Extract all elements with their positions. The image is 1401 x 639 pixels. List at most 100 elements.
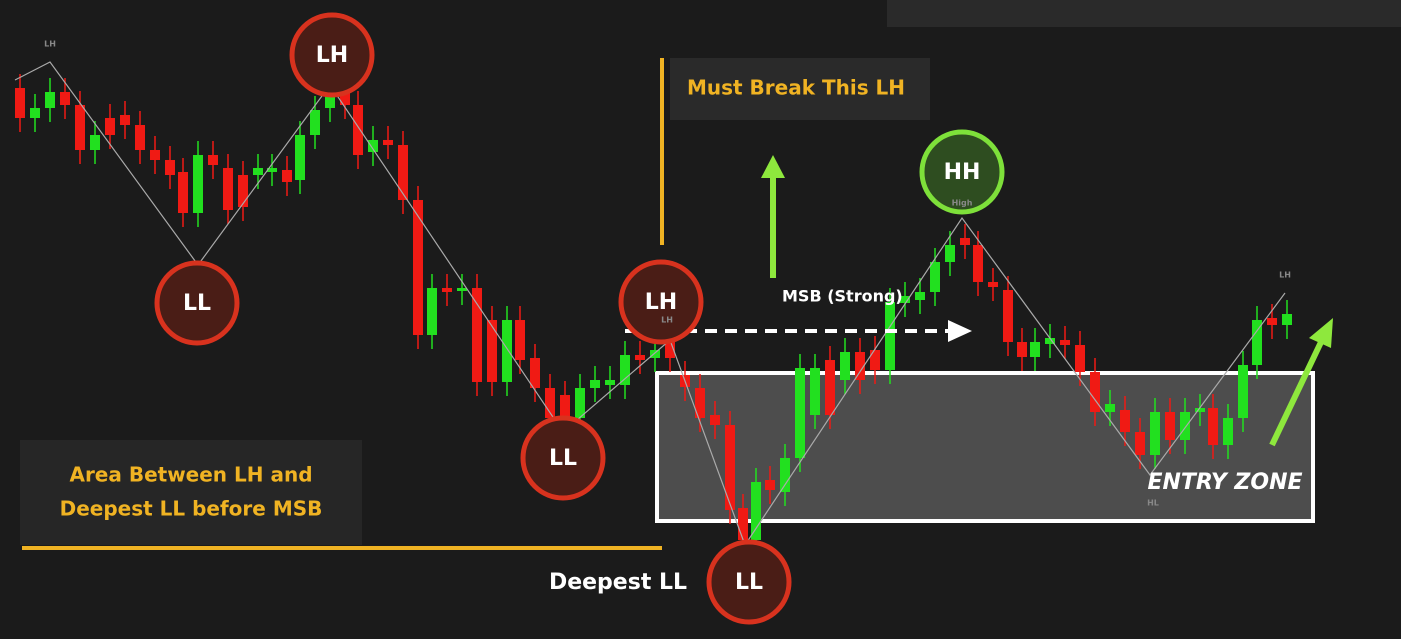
candle-body [1090, 372, 1100, 412]
candle-body [223, 168, 233, 210]
candle-body [1150, 412, 1160, 455]
candle-body [282, 170, 292, 182]
small-label: HL [1147, 499, 1159, 508]
candle-body [765, 480, 775, 490]
candle-body [945, 245, 955, 262]
candle-body [472, 288, 482, 382]
candle-body [870, 350, 880, 370]
small-label: High [952, 199, 973, 208]
candle-body [1180, 412, 1190, 440]
candle-body [530, 358, 540, 388]
marker-circle [919, 129, 1005, 215]
marker-label: LL [549, 446, 577, 471]
candle-body [1060, 340, 1070, 345]
diag-arrow [1269, 318, 1333, 447]
candle-body [45, 92, 55, 108]
candle-body [1017, 342, 1027, 357]
candle-body [1267, 318, 1277, 325]
top-panel [887, 0, 1401, 27]
candle-body [650, 350, 660, 358]
candle-body [810, 368, 820, 415]
candle-body [725, 425, 735, 510]
candle-body [1105, 404, 1115, 412]
candle-body [427, 288, 437, 335]
candle-body [135, 125, 145, 150]
candle-body [590, 380, 600, 388]
candle-body [1003, 290, 1013, 342]
candle-body [487, 320, 497, 382]
marker-circle [289, 12, 375, 98]
candle-body [120, 115, 130, 125]
entry-zone-box [655, 371, 1315, 523]
candle-body [960, 238, 970, 245]
candles [15, 74, 1292, 554]
candle-body [1208, 408, 1218, 445]
candle-body [988, 282, 998, 287]
candle-body [398, 145, 408, 200]
candle-body [60, 92, 70, 105]
candle-body [442, 288, 452, 292]
candle-body [238, 175, 248, 207]
candle-body [193, 155, 203, 213]
candle-body [738, 508, 748, 540]
candle-body [855, 352, 865, 380]
candle-body [1045, 338, 1055, 344]
area-note-box [20, 440, 362, 545]
candle-body [795, 368, 805, 458]
candle-body [90, 135, 100, 150]
candle-body [15, 88, 25, 118]
candle-body [605, 380, 615, 385]
candle-body [885, 302, 895, 370]
marker-label: LL [735, 570, 763, 595]
candle-body [253, 168, 263, 175]
up-arrow [761, 155, 785, 278]
candle-body [560, 395, 570, 418]
msb-label: MSB (Strong) [782, 287, 903, 306]
candle-body [751, 482, 761, 540]
candle-body [825, 360, 835, 415]
marker-circle [618, 259, 704, 345]
candle-body [502, 320, 512, 382]
small-label: LH [661, 316, 673, 325]
candle-body [1120, 410, 1130, 432]
marker-circle [154, 260, 240, 346]
marker-label: LH [645, 290, 677, 315]
candle-body [1165, 412, 1175, 440]
candle-body [340, 92, 350, 105]
candle-body [710, 415, 720, 425]
candle-body [1223, 418, 1233, 445]
candle-body [208, 155, 218, 165]
candle-body [295, 135, 305, 180]
candle-body [1135, 432, 1145, 455]
area-note: Deepest LL before MSB [60, 497, 323, 521]
candle-body [1252, 320, 1262, 365]
candle-body [1282, 314, 1292, 325]
entry-zone-label: ENTRY ZONE [1147, 470, 1302, 495]
candle-body [413, 200, 423, 335]
candle-body [325, 90, 335, 108]
candle-body [105, 118, 115, 135]
candle-body [780, 458, 790, 492]
candle-body [620, 355, 630, 385]
markers: LH LL LL LH HH LL [154, 12, 1005, 625]
candle-body [840, 352, 850, 380]
marker-circle [520, 415, 606, 501]
candle-body [1030, 342, 1040, 357]
candle-body [635, 355, 645, 360]
candle-body [150, 150, 160, 160]
small-label: LH [44, 40, 56, 49]
candle-body [695, 388, 705, 418]
candle-body [353, 105, 363, 155]
candle-body [75, 105, 85, 150]
marker-label: LL [183, 291, 211, 316]
candle-body [30, 108, 40, 118]
marker-label: HH [944, 160, 981, 185]
candle-body [310, 110, 320, 135]
candle-body [930, 262, 940, 292]
callout-box [670, 58, 930, 120]
candle-body [575, 388, 585, 418]
candle-body [665, 340, 675, 358]
candle-body [545, 388, 555, 418]
candle-body [900, 296, 910, 303]
